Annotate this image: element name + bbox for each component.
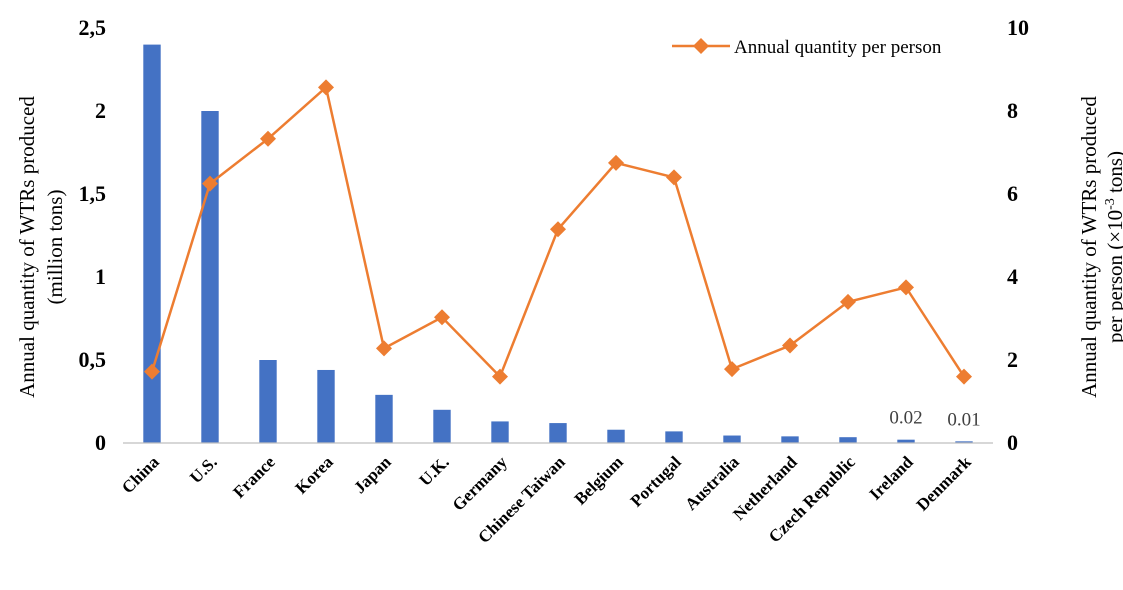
line-point <box>434 309 450 326</box>
line-point <box>376 340 392 357</box>
line-point <box>492 368 508 385</box>
right-tick-label: 4 <box>1007 264 1018 289</box>
line-point <box>724 361 740 378</box>
right-axis-title-line1: Annual quantity of WTRs produced <box>1077 96 1101 398</box>
category-label: U.K. <box>415 452 452 489</box>
right-tick-label: 6 <box>1007 181 1018 206</box>
bar <box>607 429 625 443</box>
legend: Annual quantity per person <box>672 37 942 58</box>
line-point <box>202 175 218 192</box>
right-axis-title-sup: -3 <box>1103 198 1118 210</box>
line-point <box>144 363 160 380</box>
legend-label: Annual quantity per person <box>734 37 942 58</box>
bar <box>549 423 567 443</box>
category-label: China <box>118 452 163 497</box>
line-point <box>956 368 972 385</box>
bar <box>375 394 393 443</box>
line-point <box>550 221 566 238</box>
bar <box>665 431 683 443</box>
bar <box>143 44 161 443</box>
right-tick-label: 0 <box>1007 430 1018 455</box>
bar <box>433 409 451 443</box>
category-label: Portugal <box>627 452 685 510</box>
bar <box>491 421 509 443</box>
left-tick-label: 2 <box>95 98 106 123</box>
left-tick-label: 1 <box>95 264 106 289</box>
category-label: Korea <box>292 452 338 498</box>
right-tick-label: 2 <box>1007 347 1018 372</box>
bar <box>317 369 335 443</box>
bar <box>839 437 857 443</box>
category-label: Japan <box>350 452 395 497</box>
right-axis-title-line2: per person (×10-3 tons) <box>1103 151 1123 343</box>
left-tick-label: 0 <box>95 430 106 455</box>
right-tick-label: 8 <box>1007 98 1018 123</box>
left-tick-label: 1,5 <box>79 181 107 206</box>
left-axis-title-line1: Annual quantity of WTRs produced <box>15 96 39 398</box>
right-tick-label: 10 <box>1007 15 1029 40</box>
bar <box>723 435 741 443</box>
line-point <box>898 279 914 296</box>
bar <box>259 360 277 443</box>
left-tick-label: 0,5 <box>79 347 107 372</box>
bar-series <box>143 44 973 443</box>
data-labels: 0.02 0.01 <box>889 408 980 431</box>
bar <box>897 439 915 443</box>
line-point <box>782 337 798 354</box>
right-axis-title-prefix: per person (×10 <box>1103 210 1123 343</box>
line-series <box>144 79 972 385</box>
line-point <box>666 169 682 186</box>
tick-labels: 0 0,5 1 1,5 2 2,5 0 2 4 6 8 10 <box>79 15 1030 455</box>
left-axis-title-line2: (million tons) <box>43 190 67 305</box>
left-tick-label: 2,5 <box>79 15 107 40</box>
data-label: 0.02 <box>889 408 922 429</box>
category-label: Belgium <box>571 452 627 508</box>
bar <box>201 111 219 443</box>
category-label: Ireland <box>866 452 918 504</box>
bar <box>781 436 799 443</box>
legend-diamond-icon <box>693 38 709 54</box>
data-label: 0.01 <box>947 409 980 430</box>
category-label: France <box>229 452 279 502</box>
category-label: U.S. <box>186 452 221 487</box>
right-axis-title-suffix: tons) <box>1103 151 1123 198</box>
category-labels: China U.S. France Korea Japan U.K.GermanyChin… <box>118 452 975 547</box>
category-label: Denmark <box>913 452 976 515</box>
line-point <box>608 154 624 171</box>
bar <box>955 441 973 443</box>
line-point <box>318 79 334 96</box>
line-point <box>260 130 276 147</box>
line-point <box>840 293 856 310</box>
